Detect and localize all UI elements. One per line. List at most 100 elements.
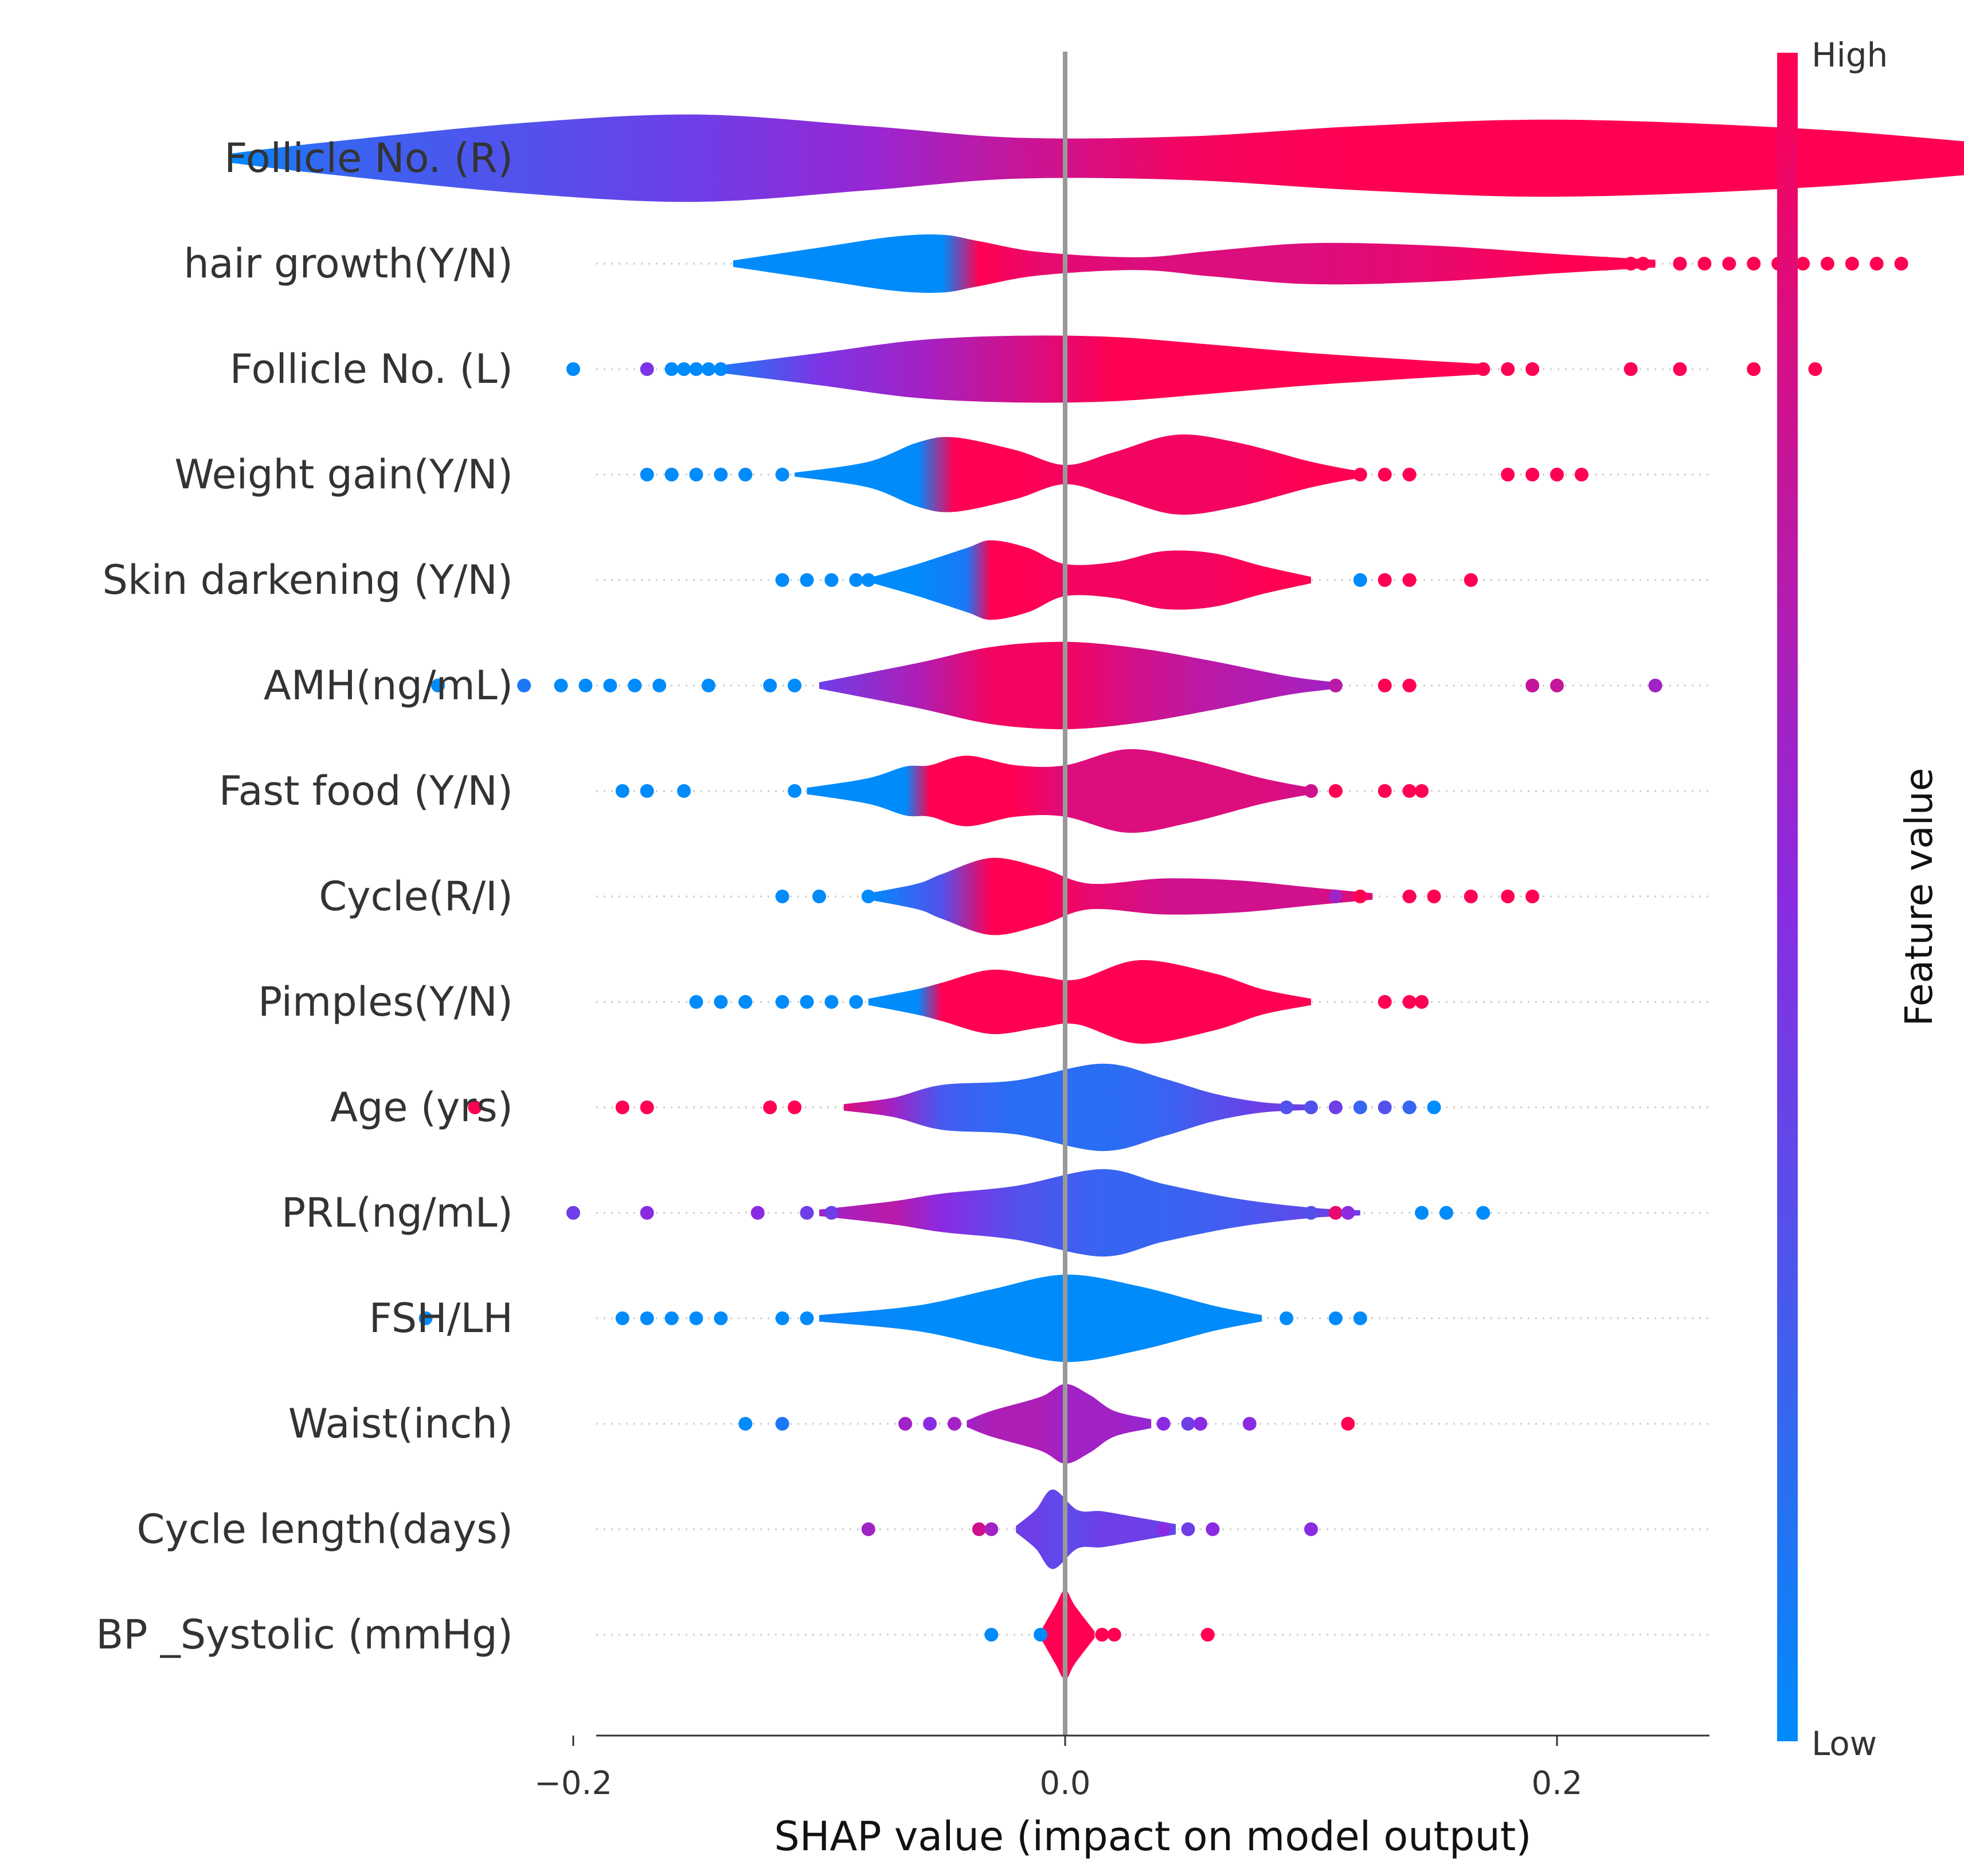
outlier-dot [714,468,728,481]
feature-label: Waist(inch) [288,1400,513,1447]
outlier-dot [775,1311,789,1325]
outlier-dot [775,1417,789,1431]
feature-label: AMH(ng/mL) [264,662,513,709]
violin-11 [819,1274,1262,1362]
outlier-dot [578,679,593,692]
x-axis-ticks: −0.20.00.20.4 [534,1736,1583,1802]
outlier-dot [1476,362,1490,376]
outlier-dot [689,468,703,481]
outlier-dot [775,995,789,1009]
outlier-dot [1304,784,1318,798]
outlier-dot [1501,362,1515,376]
outlier-dot [788,1100,802,1114]
outlier-dot [714,362,728,376]
outlier-dot [1550,468,1564,481]
outlier-dot [1156,1417,1171,1431]
outlier-dot [1341,1206,1355,1220]
outlier-dot [1747,257,1761,271]
outlier-dot [861,573,875,587]
outlier-dot [1304,1206,1318,1220]
outlier-dot [763,679,777,692]
outlier-dot [1328,468,1343,481]
outlier-dot [1402,784,1417,798]
outlier-dot [800,1311,814,1325]
outlier-dot [1574,257,1589,271]
outlier-dot [1378,468,1392,481]
feature-label: PRL(ng/mL) [281,1189,513,1236]
outlier-dot [1328,1206,1343,1220]
outlier-dot [1673,257,1687,271]
outlier-dot [628,679,642,692]
outlier-dot [640,1100,654,1114]
outlier-dot [1525,362,1540,376]
feature-label: Skin darkening (Y/N) [103,557,513,604]
outlier-dot [984,1628,999,1642]
outlier-dot [775,468,789,481]
violin-2 [721,335,1484,403]
outlier-dot [923,1417,937,1431]
outlier-dot [861,890,875,903]
outlier-dot [1304,1522,1318,1536]
outlier-dot [1648,679,1662,692]
outlier-dot [1550,257,1564,271]
outlier-dot [664,468,679,481]
outlier-dot [1796,257,1810,271]
outlier-dot [1378,784,1392,798]
violins [229,114,1964,1680]
outlier-dot [1328,890,1343,903]
outlier-dot [615,1311,629,1325]
outlier-dot [1623,362,1638,376]
outlier-dot [1415,784,1429,798]
outlier-dot [1328,679,1343,692]
outlier-dot [1845,257,1859,271]
outlier-dot [664,1311,679,1325]
outlier-dot [1378,679,1392,692]
outlier-dot [800,1206,814,1220]
outlier-dot [750,1206,765,1220]
outlier-dot [615,784,629,798]
violin-10 [819,1169,1360,1257]
feature-label: hair growth(Y/N) [183,240,513,287]
outlier-dot [1304,1100,1318,1114]
outlier-dot [1869,257,1884,271]
outlier-dot [800,995,814,1009]
outlier-dot [1353,573,1367,587]
outlier-dot [812,890,826,903]
outlier-dot [640,1311,654,1325]
outlier-dot [1242,1417,1257,1431]
outlier-dot [1095,1628,1109,1642]
outlier-dot [1525,679,1540,692]
violin-7 [868,857,1373,935]
violin-8 [868,960,1311,1044]
outlier-dot [788,679,802,692]
outlier-dot [824,1206,839,1220]
outlier-dot [861,1522,875,1536]
colorbar-high-label: High [1812,36,1888,75]
outlier-dot [677,362,691,376]
colorbar [1777,53,1798,1741]
outlier-dot [1636,257,1650,271]
outlier-dot [1353,468,1367,481]
outlier-dot [1402,573,1417,587]
outlier-dot [1200,1628,1215,1642]
outlier-dot [1378,995,1392,1009]
violin-14 [1040,1589,1095,1680]
outlier-dot [677,784,691,798]
outlier-dot [1378,573,1392,587]
outlier-dot [664,362,679,376]
outlier-dot [1464,573,1478,587]
outlier-dot [689,1311,703,1325]
outlier-dot [1415,1206,1429,1220]
outlier-dot [1427,890,1441,903]
feature-label: Follicle No. (R) [224,135,513,182]
outlier-dot [898,1417,913,1431]
feature-label: Cycle(R/I) [319,873,513,920]
outlier-dot [1328,784,1343,798]
outlier-dot [1353,1311,1367,1325]
outlier-dot [418,1311,433,1325]
feature-label: Weight gain(Y/N) [174,451,513,498]
violin-4 [868,540,1311,620]
outlier-dot [1464,890,1478,903]
outlier-dot [1341,1417,1355,1431]
outlier-dot [1206,1522,1220,1536]
